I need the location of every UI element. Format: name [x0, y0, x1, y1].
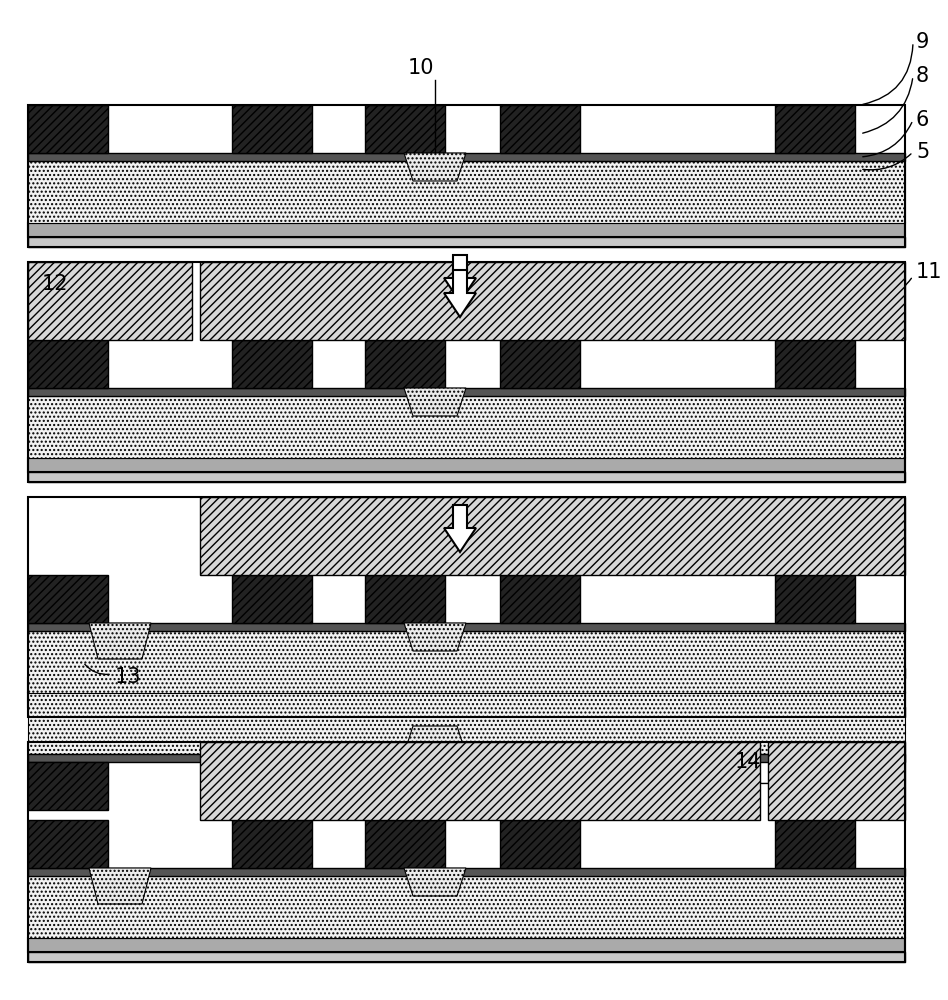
Bar	[28, 237, 905, 247]
Bar	[28, 754, 905, 762]
Bar	[775, 105, 855, 153]
Bar	[28, 105, 905, 247]
Polygon shape	[444, 270, 476, 317]
Bar	[28, 458, 905, 472]
Bar	[28, 153, 905, 161]
Bar	[28, 692, 905, 754]
Bar	[500, 340, 580, 388]
Bar	[28, 388, 905, 396]
Bar	[775, 340, 855, 388]
Bar	[200, 742, 760, 820]
Polygon shape	[404, 388, 466, 416]
Bar	[28, 868, 905, 876]
Bar	[200, 497, 905, 575]
Bar	[28, 678, 905, 692]
Bar	[775, 762, 855, 810]
Bar	[768, 742, 905, 820]
Bar	[28, 938, 905, 952]
Bar	[28, 707, 905, 717]
Bar	[200, 262, 905, 340]
Bar	[28, 161, 905, 223]
Polygon shape	[444, 255, 476, 302]
Bar	[232, 575, 312, 623]
Bar	[365, 340, 445, 388]
Polygon shape	[89, 623, 151, 659]
Polygon shape	[89, 868, 151, 904]
Text: 10: 10	[408, 58, 434, 78]
Bar	[232, 105, 312, 153]
Bar	[28, 340, 108, 388]
Bar	[365, 105, 445, 153]
Bar	[28, 693, 905, 707]
Bar	[28, 472, 905, 482]
Text: 13: 13	[115, 667, 141, 687]
Bar	[28, 631, 905, 693]
Bar	[500, 105, 580, 153]
Bar	[28, 575, 108, 623]
Bar	[28, 742, 905, 962]
Bar	[775, 820, 855, 868]
Bar	[500, 820, 580, 868]
Bar	[775, 575, 855, 623]
Polygon shape	[404, 153, 466, 181]
Bar	[500, 575, 580, 623]
Text: 14: 14	[735, 752, 761, 772]
Text: 5: 5	[916, 142, 929, 162]
Bar	[232, 762, 312, 810]
Bar	[500, 762, 580, 810]
Polygon shape	[444, 505, 476, 552]
Bar	[28, 668, 905, 678]
Text: 12: 12	[42, 274, 68, 294]
Bar	[365, 575, 445, 623]
Bar	[365, 762, 445, 810]
Text: 11: 11	[916, 262, 942, 282]
Bar	[232, 340, 312, 388]
Polygon shape	[404, 623, 466, 651]
Text: 8: 8	[916, 66, 929, 86]
Bar	[28, 105, 108, 153]
Bar	[28, 762, 108, 810]
Bar	[232, 820, 312, 868]
Bar	[28, 223, 905, 237]
Text: 6: 6	[916, 110, 929, 130]
Polygon shape	[404, 868, 466, 896]
Bar	[28, 262, 905, 482]
Bar	[28, 396, 905, 458]
Bar	[28, 623, 905, 631]
Bar	[28, 820, 108, 868]
Bar	[28, 497, 905, 717]
Text: 9: 9	[916, 32, 929, 52]
Bar	[28, 952, 905, 962]
Bar	[365, 820, 445, 868]
Polygon shape	[404, 726, 466, 754]
Bar	[28, 876, 905, 938]
Bar	[28, 262, 192, 340]
